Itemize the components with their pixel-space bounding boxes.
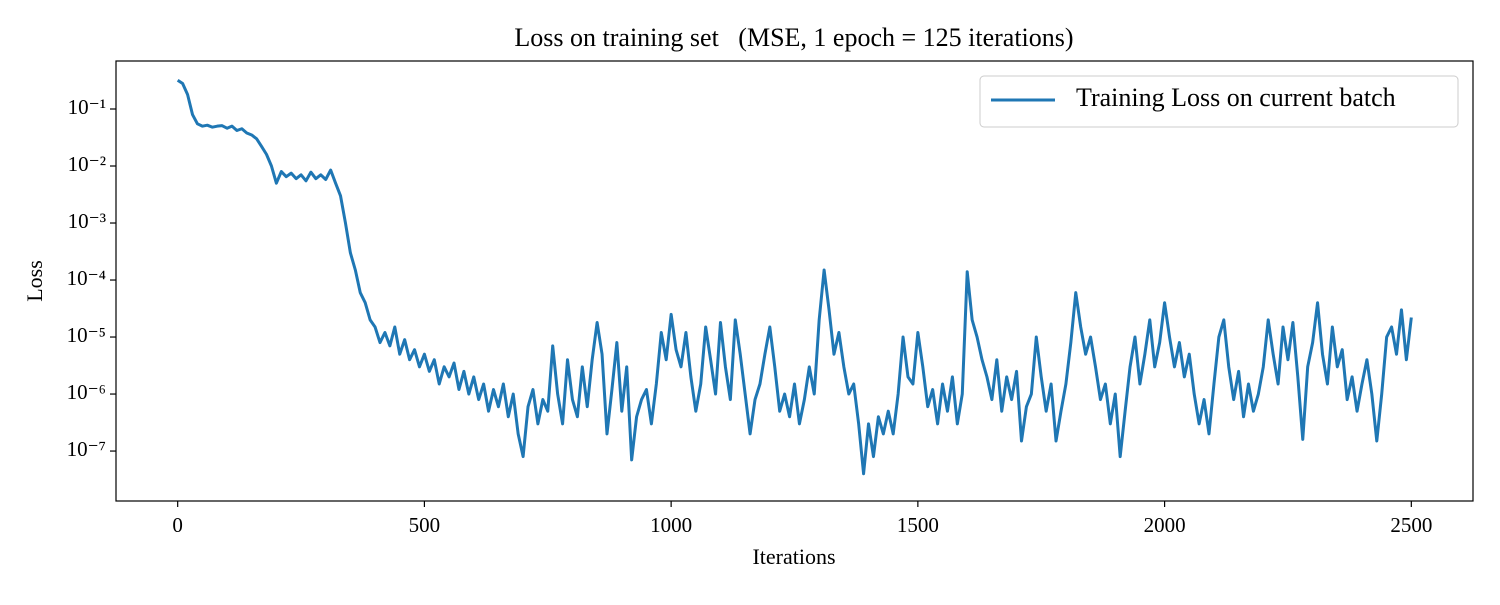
x-tick-label: 0 xyxy=(172,513,183,537)
y-tick-label: 10⁻¹ xyxy=(68,95,106,119)
data-line xyxy=(176,78,1413,476)
plot-frame xyxy=(115,60,1474,502)
x-tick-label: 1000 xyxy=(650,513,692,537)
y-tick-label: 10⁻⁴ xyxy=(67,266,106,290)
y-tick-label: 10⁻⁵ xyxy=(67,323,106,347)
y-tick-label: 10⁻⁷ xyxy=(67,437,106,461)
chart-title: Loss on training set (MSE, 1 epoch = 125… xyxy=(514,23,1073,52)
x-tick-label: 2000 xyxy=(1144,513,1186,537)
x-tick-label: 1500 xyxy=(897,513,939,537)
x-tick-label: 500 xyxy=(409,513,441,537)
y-axis-label: Loss xyxy=(22,260,47,302)
y-tick-label: 10⁻³ xyxy=(68,209,106,233)
y-tick-label: 10⁻² xyxy=(68,152,106,176)
legend-box xyxy=(979,75,1459,128)
legend-label: Training Loss on current batch xyxy=(1076,83,1396,112)
y-tick-label: 10⁻⁶ xyxy=(67,380,106,404)
x-tick-label: 2500 xyxy=(1390,513,1432,537)
x-axis-label: Iterations xyxy=(752,544,835,569)
legend: Training Loss on current batch xyxy=(979,75,1459,128)
